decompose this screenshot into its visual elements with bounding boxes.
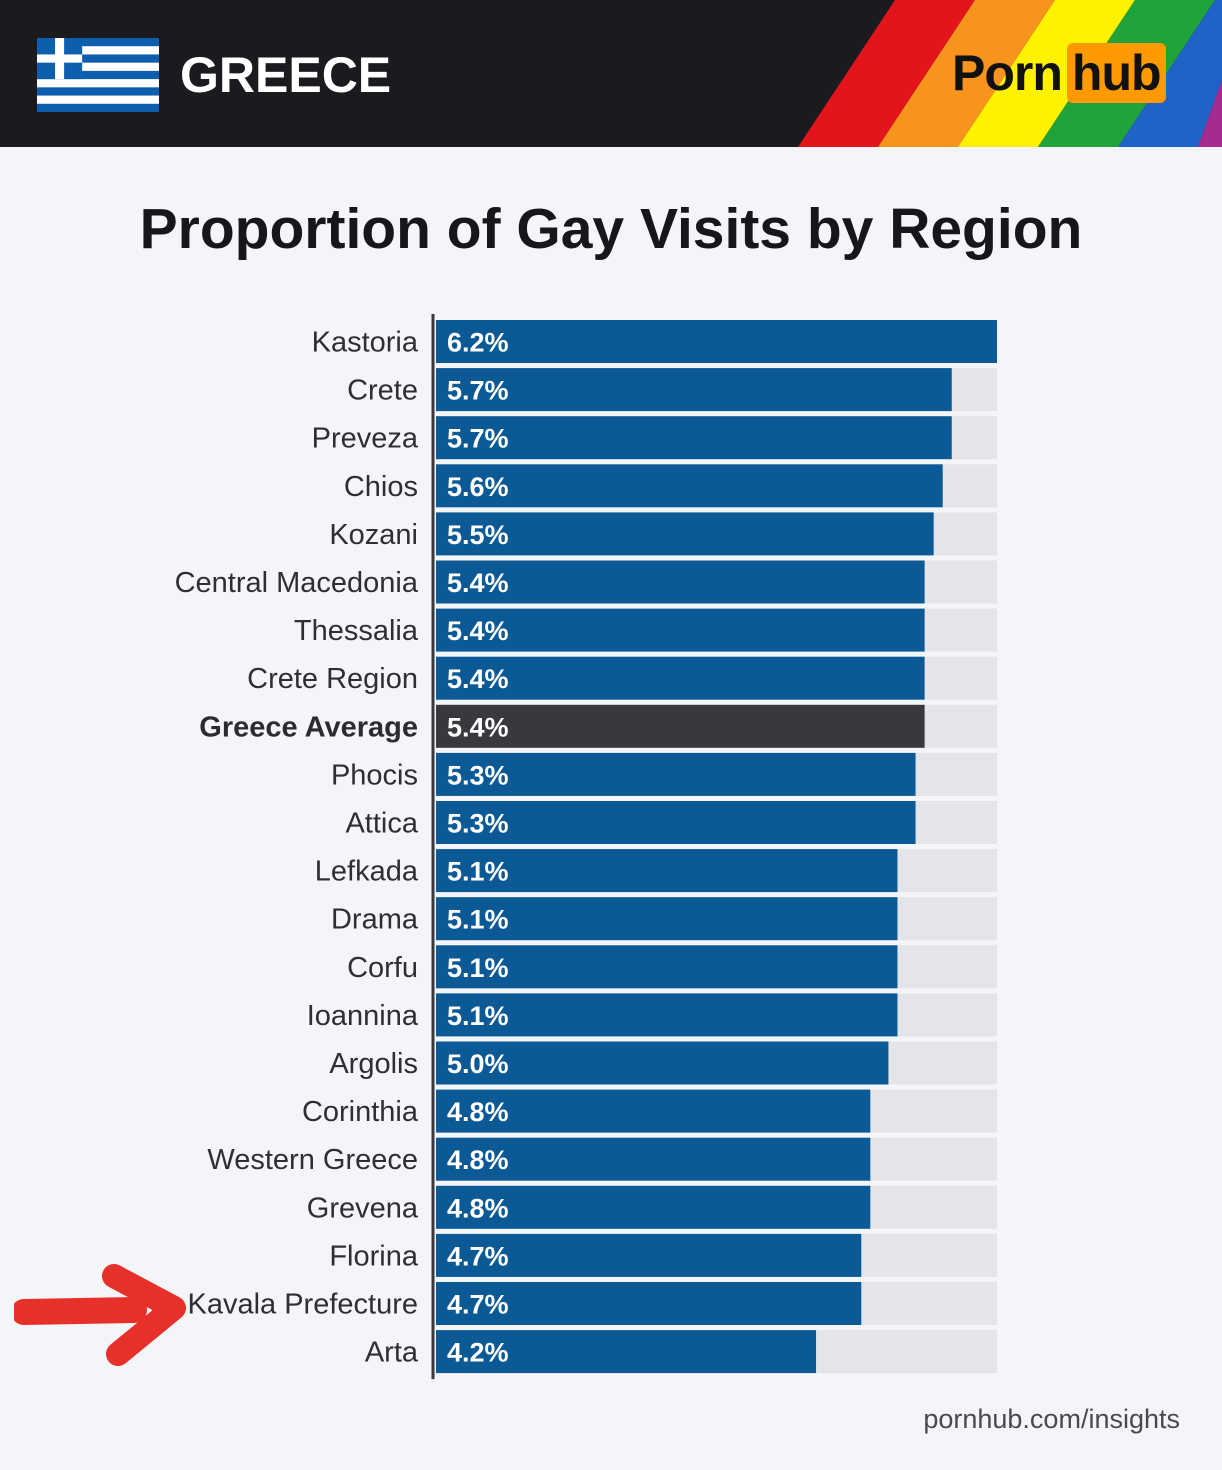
value-label: 5.4% [447,664,509,694]
value-label: 5.5% [447,520,509,550]
category-label: Crete Region [247,663,418,695]
bar [436,752,916,796]
bar [436,512,934,556]
value-label: 5.4% [447,712,509,742]
bar [436,560,925,604]
bar [436,945,898,989]
source-link[interactable]: pornhub.com/insights [923,1404,1180,1434]
value-label: 4.8% [447,1097,509,1127]
logo-text-porn: Porn [952,45,1063,101]
category-label: Western Greece [207,1144,418,1176]
category-label: Argolis [329,1048,418,1080]
bar-chart: Kastoria 6.2% Crete 5.7% Preveza 5.7% Chios 5.6… [175,314,997,1380]
bar [436,1330,817,1374]
bar [436,801,916,844]
value-label: 5.6% [447,472,509,502]
bar [436,1185,871,1229]
bar [436,1233,862,1277]
value-label: 5.0% [447,1049,509,1079]
value-label: 4.7% [447,1290,509,1320]
value-label: 4.8% [447,1193,509,1223]
bar [436,993,898,1037]
category-label: Corinthia [302,1096,419,1128]
value-label: 4.2% [447,1338,509,1368]
value-label: 5.4% [447,568,509,598]
bar [436,897,898,941]
value-label: 5.1% [447,905,509,935]
rainbow-stripes [798,0,1222,147]
bar [436,1041,889,1085]
value-label: 4.7% [447,1241,509,1271]
bar [436,1282,862,1325]
category-label: Corfu [347,952,418,984]
category-label: Drama [331,904,419,936]
category-label: Attica [345,808,418,840]
value-label: 5.4% [447,616,509,646]
bar [436,1089,871,1133]
pornhub-logo[interactable]: Porn hub [952,42,1166,104]
category-label: Kavala Prefecture [187,1289,418,1321]
greece-flag-icon [37,38,159,112]
category-label: Greece Average [199,711,418,743]
value-label: 5.1% [447,857,509,887]
value-label: 5.7% [447,424,509,454]
bar [436,656,925,700]
category-label: Florina [329,1240,419,1272]
bar [436,416,952,460]
red-arrow-icon [14,1264,186,1366]
category-label: Crete [347,375,418,407]
country-name: GREECE [180,47,392,103]
category-label: Ioannina [307,1000,419,1032]
category-label: Kastoria [312,327,419,359]
value-label: 5.1% [447,953,509,983]
value-label: 6.2% [447,328,509,358]
chart-title: Proportion of Gay Visits by Region [139,197,1083,261]
bar [436,1137,871,1181]
category-label: Kozani [329,519,418,551]
bar [436,464,943,508]
category-label: Phocis [331,759,418,791]
category-label: Chios [344,471,418,503]
bar [436,608,925,652]
bar [436,320,997,363]
value-label: 5.1% [447,1001,509,1031]
category-label: Central Macedonia [175,567,419,599]
value-label: 5.7% [447,376,509,406]
bar [436,704,925,748]
category-label: Preveza [312,423,419,455]
bar [436,368,952,412]
bar [436,849,898,893]
category-label: Lefkada [315,856,419,888]
value-label: 4.8% [447,1145,509,1175]
value-label: 5.3% [447,809,509,839]
value-label: 5.3% [447,760,509,790]
header-banner: GREECE Porn hub [0,0,1222,147]
category-label: Arta [365,1337,419,1369]
logo-text-hub: hub [1066,43,1166,103]
category-label: Grevena [307,1192,419,1224]
category-label: Thessalia [294,615,419,647]
